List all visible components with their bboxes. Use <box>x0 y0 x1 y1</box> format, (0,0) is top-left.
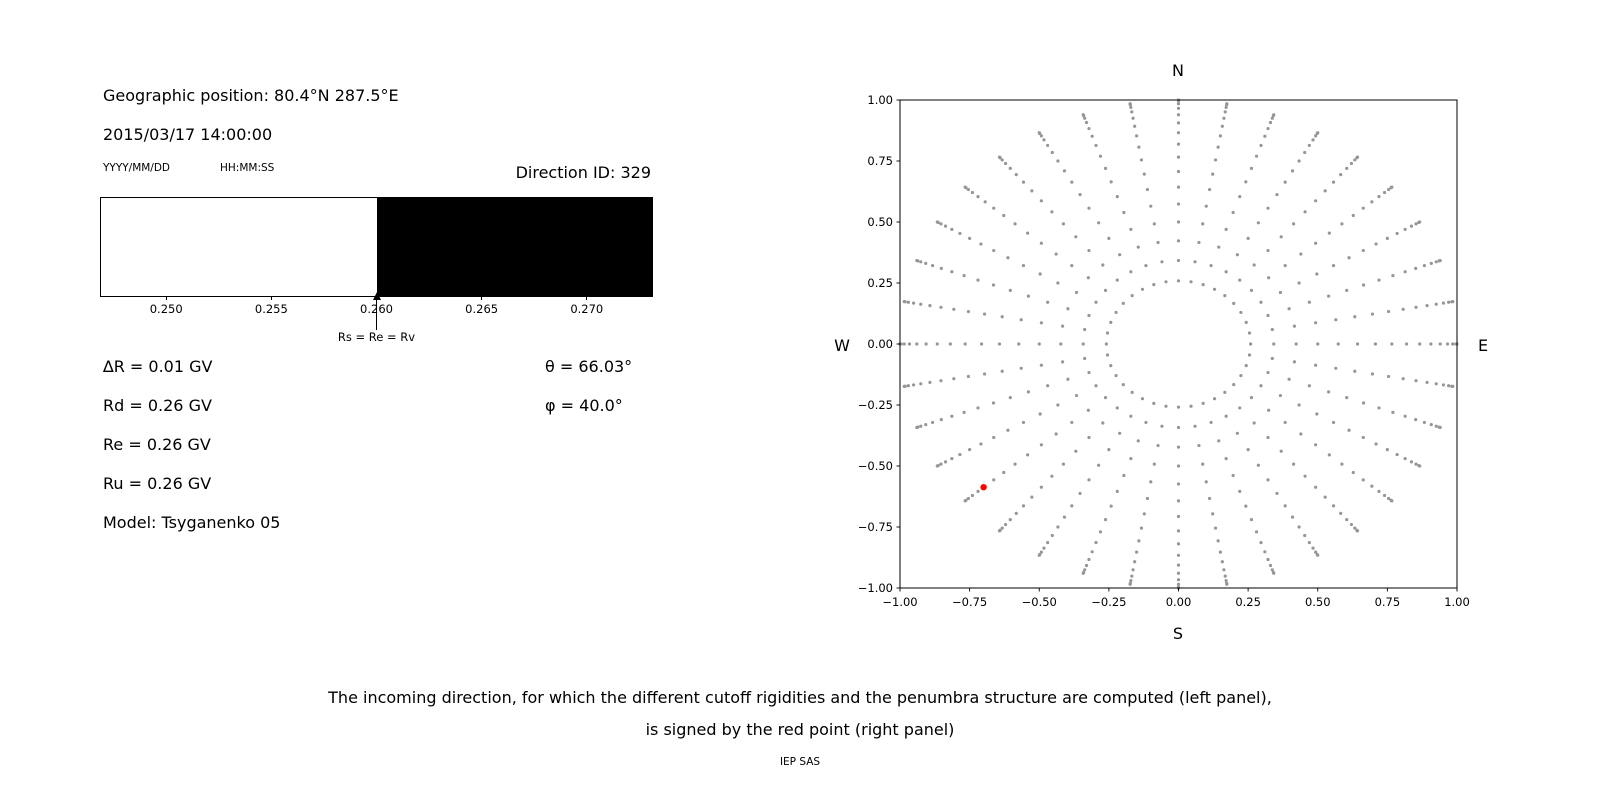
time-format-label: HH:MM:SS <box>220 162 275 174</box>
direction-x-tick-label: 1.00 <box>1444 595 1470 609</box>
penumbra-region-allowed <box>101 198 377 296</box>
caption-line-1: The incoming direction, for which the di… <box>328 688 1272 707</box>
parameter-line: Ru = 0.26 GV <box>103 474 212 493</box>
cutoff-arrow-label: Rs = Re = Rv <box>337 330 416 344</box>
direction-y-tick-label: 0.50 <box>867 215 893 229</box>
direction-x-tick-label: 0.25 <box>1235 595 1261 609</box>
penumbra-tick-mark <box>165 296 167 300</box>
penumbra-tick-mark <box>270 296 272 300</box>
direction-x-tick-label: 0.75 <box>1374 595 1401 609</box>
datetime-value: 2015/03/17 14:00:00 <box>103 125 273 144</box>
cutoff-arrow <box>372 292 381 330</box>
penumbra-region-forbidden <box>376 198 652 296</box>
direction-y-tick-label: −1.00 <box>857 581 893 595</box>
direction-y-tick-label: 0.75 <box>867 154 893 168</box>
direction-y-tick-label: 0.25 <box>867 276 893 290</box>
direction-plot <box>896 98 1459 592</box>
plot-frame <box>899 99 1458 589</box>
parameter-line: ∆R = 0.01 GV <box>103 357 213 376</box>
penumbra-tick-label: 0.255 <box>254 302 288 316</box>
compass-north-label: N <box>1172 61 1184 80</box>
parameter-line: Re = 0.26 GV <box>103 435 211 454</box>
penumbra-tick-mark <box>481 296 483 300</box>
credit-label: IEP SAS <box>779 756 821 768</box>
caption-line-2: is signed by the red point (right panel) <box>645 720 955 739</box>
geographic-position-label: Geographic position: 80.4°N 287.5°E <box>103 86 399 105</box>
direction-x-tick-label: 0.00 <box>1165 595 1192 609</box>
penumbra-tick-mark <box>586 296 588 300</box>
compass-south-label: S <box>1172 624 1184 643</box>
parameter-line: Rd = 0.26 GV <box>103 396 212 415</box>
direction-id-label: Direction ID: 329 <box>515 163 651 182</box>
penumbra-tick-label: 0.265 <box>465 302 499 316</box>
selected-direction-red-point <box>980 484 987 491</box>
penumbra-tick-label: 0.250 <box>149 302 183 316</box>
parameter-line: Model: Tsyganenko 05 <box>103 513 281 532</box>
direction-y-tick-label: 1.00 <box>867 93 893 107</box>
phi-value: φ = 40.0° <box>545 396 623 415</box>
direction-x-tick-label: −1.00 <box>882 595 918 609</box>
direction-x-tick-label: −0.75 <box>952 595 988 609</box>
direction-y-tick-label: −0.50 <box>857 459 893 473</box>
penumbra-tick-label: 0.270 <box>570 302 604 316</box>
cutoff-arrow-head <box>372 292 381 300</box>
date-format-label: YYYY/MM/DD <box>103 162 171 174</box>
theta-value: θ = 66.03° <box>545 357 633 376</box>
direction-y-tick-label: −0.75 <box>857 520 893 534</box>
direction-x-tick-label: −0.50 <box>1021 595 1057 609</box>
direction-y-tick-label: −0.25 <box>857 398 893 412</box>
direction-x-tick-label: 0.50 <box>1304 595 1331 609</box>
direction-x-tick-label: −0.25 <box>1091 595 1127 609</box>
penumbra-chart <box>100 197 653 297</box>
compass-west-label: W <box>834 336 850 355</box>
parameter-list: ∆R = 0.01 GV Rd = 0.26 GV Re = 0.26 GV Ru =… <box>103 357 280 552</box>
compass-east-label: E <box>1478 336 1489 355</box>
direction-y-tick-label: 0.00 <box>867 337 893 351</box>
direction-grid-dots <box>898 98 1459 590</box>
